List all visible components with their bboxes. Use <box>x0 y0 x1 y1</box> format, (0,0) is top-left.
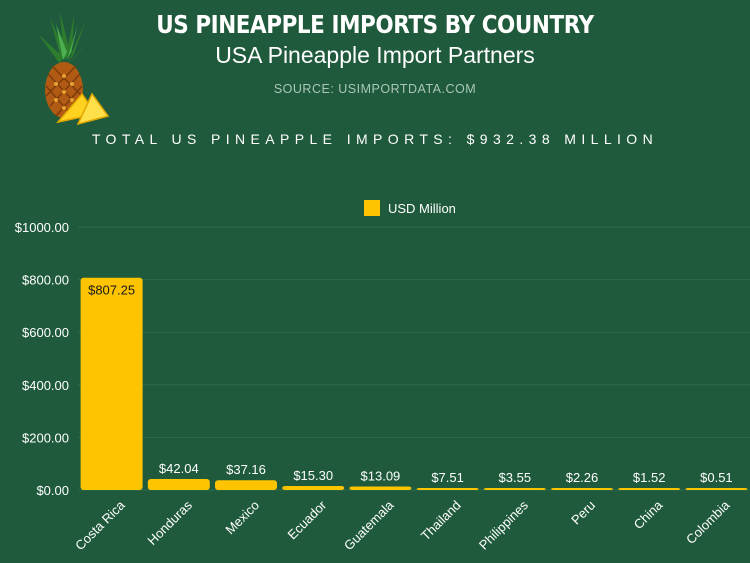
bar <box>685 488 748 490</box>
bar-value-label: $3.55 <box>499 470 532 485</box>
bar-value-label: $0.51 <box>700 470 733 485</box>
x-tick-label: Peru <box>568 498 598 528</box>
x-tick-label: China <box>631 497 666 532</box>
bar <box>80 277 143 490</box>
x-tick-label: Guatemala <box>341 497 397 553</box>
legend-label: USD Million <box>388 201 456 216</box>
bar <box>618 488 681 490</box>
bar-value-label: $2.26 <box>566 470 599 485</box>
legend-swatch <box>364 200 380 216</box>
bar-value-label: $807.25 <box>88 283 135 298</box>
bar-value-label: $37.16 <box>226 462 266 477</box>
x-tick-label: Ecuador <box>284 497 329 542</box>
x-tick-label: Thailand <box>418 498 464 544</box>
y-tick-label: $200.00 <box>22 430 69 445</box>
bar <box>215 480 277 490</box>
bar-value-label: $13.09 <box>361 469 401 484</box>
bar-value-label: $42.04 <box>159 461 199 476</box>
bar <box>416 488 479 490</box>
pineapple-icon <box>38 12 110 126</box>
x-tick-label: Philippines <box>476 497 531 552</box>
bar-value-label: $7.51 <box>431 470 464 485</box>
y-tick-label: $600.00 <box>22 325 69 340</box>
bar-value-label: $1.52 <box>633 470 666 485</box>
total-imports: TOTAL US PINEAPPLE IMPORTS: $932.38 MILL… <box>91 131 659 147</box>
bar-value-label: $15.30 <box>293 468 333 483</box>
x-tick-label: Costa Rica <box>72 497 128 553</box>
bar <box>551 488 613 490</box>
chart-subtitle: USA Pineapple Import Partners <box>215 42 535 68</box>
y-tick-label: $1000.00 <box>15 220 69 235</box>
y-tick-label: $0.00 <box>36 483 69 498</box>
bar <box>282 485 345 490</box>
source-note: SOURCE: USIMPORTDATA.COM <box>273 82 477 96</box>
bar <box>147 478 210 490</box>
y-tick-label: $800.00 <box>22 273 69 288</box>
x-tick-label: Honduras <box>144 497 195 548</box>
x-tick-label: Mexico <box>222 498 262 538</box>
chart-title: US PINEAPPLE IMPORTS BY COUNTRY <box>156 10 594 39</box>
x-tick-label: Colombia <box>683 497 733 547</box>
bar <box>349 486 412 490</box>
y-tick-label: $400.00 <box>22 378 69 393</box>
bar <box>483 488 546 490</box>
